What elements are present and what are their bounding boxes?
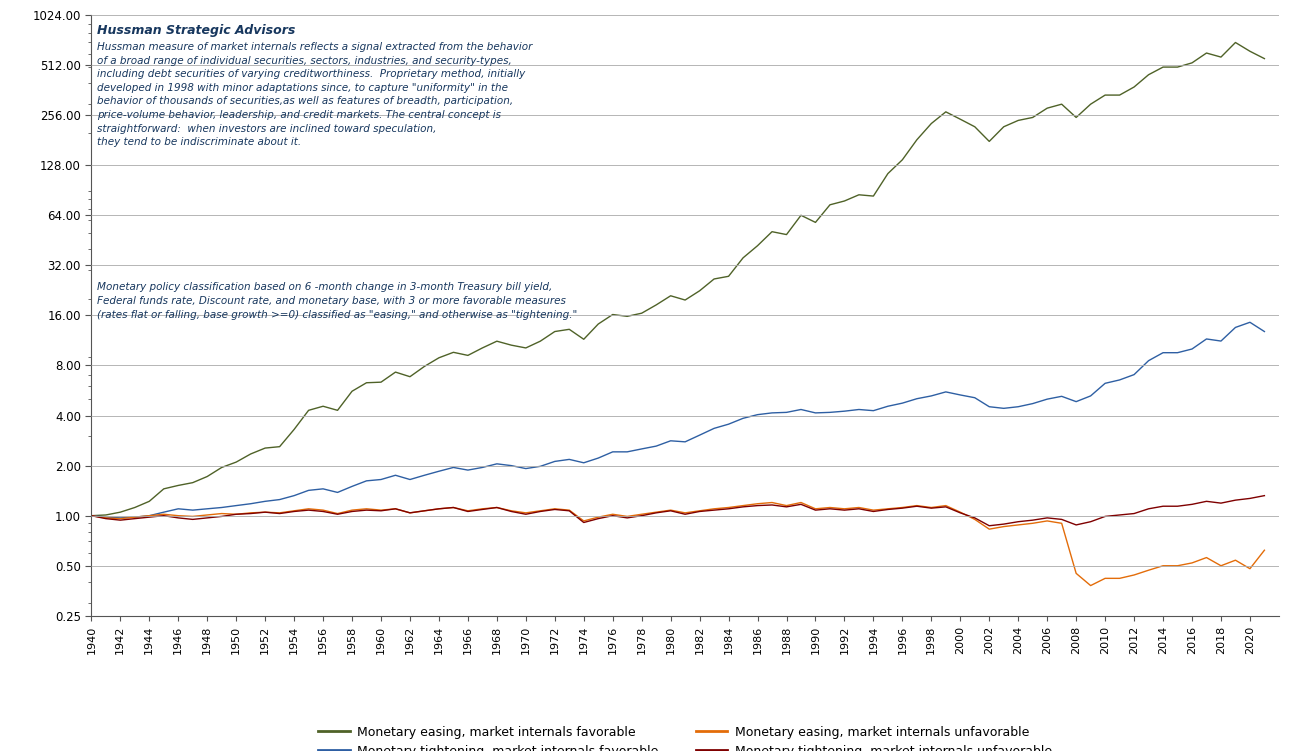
- Monetary easing, market internals unfavorable: [402, 508, 418, 517]
- Monetary easing, market internals unfavorable: [1010, 520, 1026, 529]
- Line: Monetary easing, market internals unfavorable: Monetary easing, market internals unfavo…: [91, 502, 1265, 586]
- Monetary tightening, market internals unfavorable: [981, 521, 997, 530]
- Monetary tightening, market internals favorable: [1039, 394, 1054, 403]
- Monetary tightening, market internals favorable: [416, 471, 432, 480]
- Monetary tightening, market internals favorable: [1257, 327, 1272, 336]
- Monetary easing, market internals favorable: [996, 122, 1011, 131]
- Monetary tightening, market internals unfavorable: [634, 511, 650, 520]
- Legend: Monetary easing, market internals favorable, Monetary tightening, market interna: Monetary easing, market internals favora…: [313, 720, 1057, 751]
- Monetary tightening, market internals favorable: [373, 475, 389, 484]
- Monetary tightening, market internals favorable: [112, 514, 128, 523]
- Monetary easing, market internals unfavorable: [84, 511, 99, 520]
- Line: Monetary easing, market internals favorable: Monetary easing, market internals favora…: [91, 43, 1265, 516]
- Monetary easing, market internals favorable: [1228, 38, 1244, 47]
- Monetary tightening, market internals unfavorable: [416, 506, 432, 515]
- Monetary easing, market internals favorable: [1024, 113, 1040, 122]
- Text: Hussman Strategic Advisors: Hussman Strategic Advisors: [98, 24, 296, 37]
- Monetary tightening, market internals unfavorable: [1039, 514, 1054, 523]
- Text: Hussman measure of market internals reflects a signal extracted from the behavio: Hussman measure of market internals refl…: [98, 42, 532, 147]
- Monetary easing, market internals favorable: [402, 372, 418, 382]
- Monetary tightening, market internals favorable: [1010, 403, 1026, 412]
- Monetary tightening, market internals unfavorable: [359, 505, 375, 514]
- Text: Monetary policy classification based on 6 -month change in 3-month Treasury bill: Monetary policy classification based on …: [98, 282, 578, 320]
- Monetary easing, market internals unfavorable: [1257, 546, 1272, 555]
- Monetary tightening, market internals favorable: [1242, 318, 1258, 327]
- Monetary tightening, market internals favorable: [84, 511, 99, 520]
- Line: Monetary tightening, market internals unfavorable: Monetary tightening, market internals un…: [91, 496, 1265, 526]
- Monetary tightening, market internals unfavorable: [1010, 517, 1026, 526]
- Monetary tightening, market internals unfavorable: [1257, 491, 1272, 500]
- Monetary easing, market internals favorable: [634, 309, 650, 318]
- Monetary easing, market internals favorable: [359, 379, 375, 388]
- Monetary easing, market internals favorable: [1257, 54, 1272, 63]
- Monetary tightening, market internals unfavorable: [402, 508, 418, 517]
- Monetary easing, market internals unfavorable: [765, 498, 780, 507]
- Monetary easing, market internals unfavorable: [416, 506, 432, 515]
- Monetary tightening, market internals unfavorable: [84, 511, 99, 520]
- Monetary easing, market internals unfavorable: [359, 504, 375, 513]
- Monetary tightening, market internals favorable: [431, 466, 446, 475]
- Monetary easing, market internals unfavorable: [634, 510, 650, 519]
- Monetary easing, market internals favorable: [416, 362, 432, 371]
- Monetary easing, market internals unfavorable: [1083, 581, 1099, 590]
- Monetary easing, market internals favorable: [84, 511, 99, 520]
- Monetary tightening, market internals favorable: [649, 442, 664, 451]
- Monetary easing, market internals unfavorable: [1039, 517, 1054, 526]
- Line: Monetary tightening, market internals favorable: Monetary tightening, market internals fa…: [91, 322, 1265, 518]
